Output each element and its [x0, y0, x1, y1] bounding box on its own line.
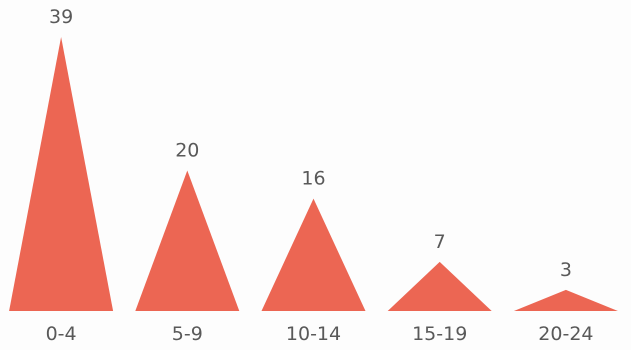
bar-0-4 — [9, 37, 114, 311]
bar-20-24 — [513, 289, 618, 311]
value-label-20-24: 3 — [560, 259, 572, 281]
value-label-10-14: 16 — [301, 168, 325, 190]
category-label-10-14: 10-14 — [286, 323, 341, 345]
value-label-5-9: 20 — [175, 139, 199, 161]
category-label-20-24: 20-24 — [538, 323, 593, 345]
bar-5-9 — [135, 170, 240, 311]
category-label-15-19: 15-19 — [412, 323, 467, 345]
category-label-0-4: 0-4 — [46, 323, 77, 345]
value-label-15-19: 7 — [434, 231, 446, 253]
value-label-0-4: 39 — [49, 6, 73, 28]
bar-10-14 — [261, 198, 366, 311]
category-label-5-9: 5-9 — [172, 323, 203, 345]
bar-15-19 — [387, 261, 492, 311]
